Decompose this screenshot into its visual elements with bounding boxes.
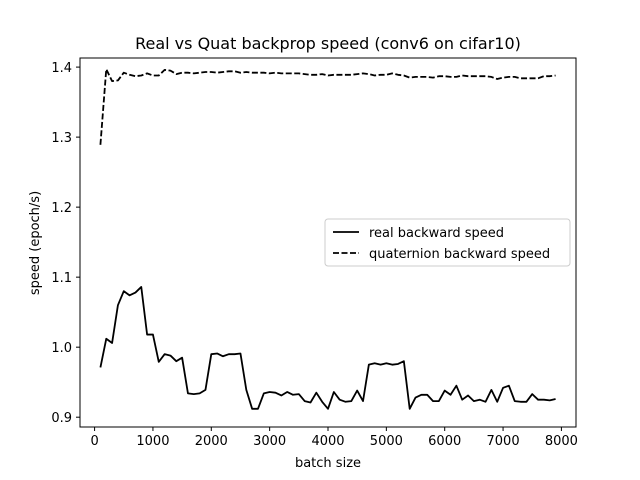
legend-box	[324, 218, 571, 267]
x-tick-label: 7000	[487, 434, 520, 449]
x-tick-label: 5000	[370, 434, 403, 449]
x-tick-label: 1000	[136, 434, 169, 449]
y-tick-label: 0.9	[51, 411, 72, 426]
y-tick-label: 1.4	[51, 61, 72, 76]
y-tick-label: 1.2	[51, 201, 72, 216]
legend: real backward speed quaternion backward s…	[324, 218, 571, 267]
chart-title: Real vs Quat backprop speed (conv6 on ci…	[135, 34, 521, 53]
y-tick-label: 1.0	[51, 341, 72, 356]
x-tick-label: 6000	[428, 434, 461, 449]
x-tick-label: 2000	[195, 434, 228, 449]
y-tick-label: 1.1	[51, 271, 72, 286]
y-axis-label: speed (epoch/s)	[28, 191, 43, 295]
y-axis: 0.9 1.0 1.1 1.2 1.3 1.4	[51, 61, 80, 426]
legend-label-1: real backward speed	[369, 226, 504, 241]
x-tick-label: 0	[90, 434, 98, 449]
x-tick-label: 4000	[311, 434, 344, 449]
x-tick-label: 3000	[253, 434, 286, 449]
x-axis: 0 1000 2000 3000 4000 5000 6000 7000 8000	[90, 427, 578, 449]
legend-label-2: quaternion backward speed	[369, 247, 550, 262]
x-tick-label: 8000	[545, 434, 578, 449]
x-axis-label: batch size	[295, 456, 361, 471]
y-tick-label: 1.3	[51, 131, 72, 146]
series-line-2	[99, 68, 556, 145]
series-line-1	[99, 286, 556, 410]
